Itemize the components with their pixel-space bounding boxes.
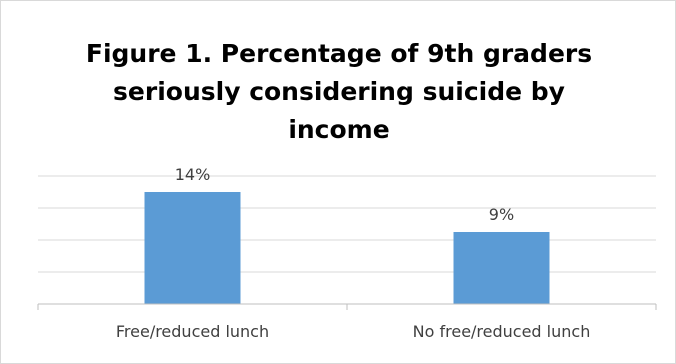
chart-title: Figure 1. Percentage of 9th graders seri… <box>85 39 593 144</box>
category-labels: Free/reduced lunch No free/reduced lunch <box>116 322 590 341</box>
bar <box>144 192 241 304</box>
category-label: No free/reduced lunch <box>413 322 591 341</box>
gridlines <box>38 175 656 273</box>
data-label: 14% <box>175 165 211 184</box>
bars <box>144 192 550 304</box>
bar <box>453 232 550 304</box>
x-axis <box>37 303 657 310</box>
data-labels: 14% 9% <box>175 165 514 224</box>
data-label: 9% <box>489 205 514 224</box>
category-label: Free/reduced lunch <box>116 322 269 341</box>
